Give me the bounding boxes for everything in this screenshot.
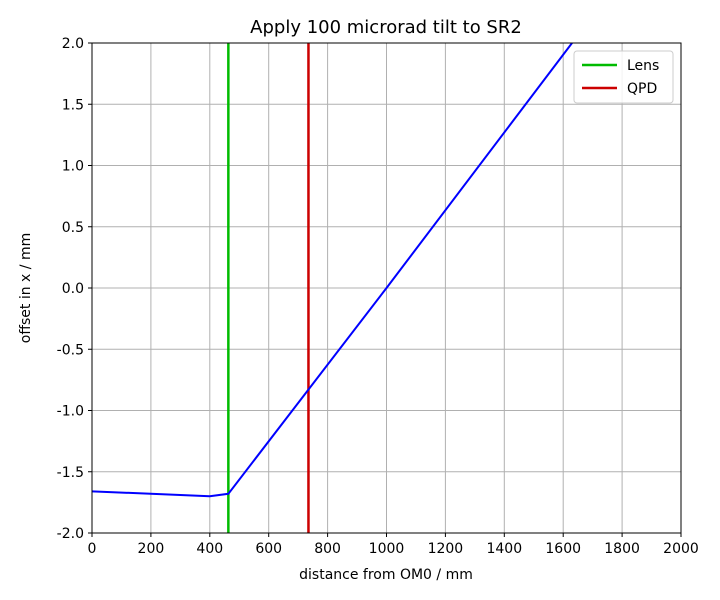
y-tick-label: 2.0 (62, 36, 84, 52)
vertical-markers (227, 43, 310, 533)
y-tick-label: -1.5 (57, 465, 84, 481)
x-tick-label: 1200 (428, 541, 464, 557)
x-tick-label: 1000 (369, 541, 405, 557)
x-tick-label: 200 (138, 541, 165, 557)
series-line-0 (92, 43, 573, 498)
x-tick-label: 1600 (545, 541, 581, 557)
x-tick-label: 0 (88, 541, 97, 557)
x-tick-label: 1800 (604, 541, 640, 557)
x-tick-label: 800 (314, 541, 341, 557)
x-axis-label: distance from OM0 / mm (299, 567, 473, 583)
y-tick-label: 1.5 (62, 97, 84, 113)
x-axis-ticks: 0 200 400 600 800 1000 1200 1400 1600 1800 2000 (88, 533, 699, 557)
y-tick-label: -2.0 (57, 526, 84, 542)
y-tick-label: -1.0 (57, 404, 84, 420)
series-group (92, 43, 573, 498)
y-tick-label: 0.0 (62, 281, 84, 297)
legend-label-lens: Lens (627, 58, 659, 74)
legend: Lens QPD (573, 50, 674, 104)
chart-title: Apply 100 microrad tilt to SR2 (250, 17, 522, 38)
y-tick-label: -0.5 (57, 342, 84, 358)
x-tick-label: 1400 (486, 541, 522, 557)
x-tick-label: 2000 (663, 541, 699, 557)
y-tick-label: 0.5 (62, 220, 84, 236)
x-tick-label: 600 (255, 541, 282, 557)
legend-label-qpd: QPD (627, 81, 657, 97)
y-tick-label: 1.0 (62, 159, 84, 175)
y-axis-ticks: -2.0 -1.5 -1.0 -0.5 0.0 0.5 1.0 1.5 2.0 (57, 36, 92, 542)
y-axis-label: offset in x / mm (18, 233, 34, 343)
x-tick-label: 400 (196, 541, 223, 557)
